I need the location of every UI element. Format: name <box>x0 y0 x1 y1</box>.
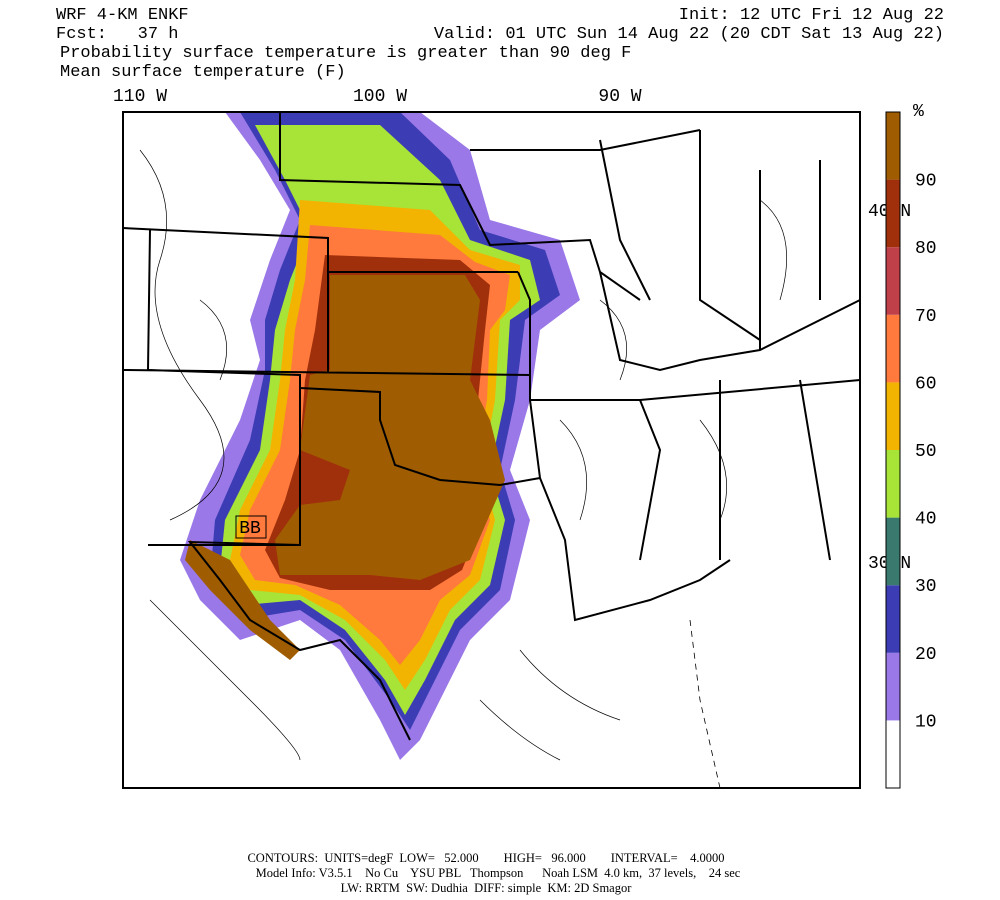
colorbar-label: 50 <box>915 442 937 462</box>
colorbar-segment <box>886 450 900 518</box>
longitude-label: 100 W <box>353 87 407 107</box>
colorbar-segment <box>886 652 900 721</box>
map-frame <box>122 111 861 789</box>
colorbar-label: 40 <box>915 510 937 530</box>
footer-model-info: Model Info: V3.5.1 No Cu YSU PBL Thompso… <box>256 866 741 880</box>
colorbar-label: 90 <box>915 172 937 192</box>
colorbar-label: 70 <box>915 307 937 327</box>
prob-90 <box>185 540 300 660</box>
colorbar-label: 60 <box>915 374 937 394</box>
colorbar: 10 20 30 40 50 60 70 80 90% <box>885 102 937 789</box>
fill-field: Probability surface temperature is great… <box>60 44 631 63</box>
colorbar-label: 20 <box>915 645 937 665</box>
longitude-label: 110 W <box>113 87 167 107</box>
colorbar-unit: % <box>913 102 924 122</box>
valid-time: Valid: 01 UTC Sun 14 Aug 22 (20 CDT Sat … <box>434 25 944 44</box>
colorbar-segment <box>886 382 900 450</box>
model-title: WRF 4-KM ENKF <box>56 6 189 25</box>
map: BB <box>122 111 861 789</box>
colorbar-segment <box>886 112 900 180</box>
station-label: BB <box>239 519 261 539</box>
station-box <box>235 515 267 539</box>
colorbar-label: 10 <box>915 712 937 732</box>
colorbar-segment <box>886 247 900 315</box>
colorbar-segment <box>886 720 900 788</box>
colorbar-frame <box>885 111 901 789</box>
forecast-hour: Fcst: 37 h <box>56 25 178 44</box>
colorbar-label: 30 <box>915 577 937 597</box>
colorbar-segment <box>886 585 900 653</box>
init-time: Init: 12 UTC Fri 12 Aug 22 <box>679 6 944 25</box>
footer-contours: CONTOURS: UNITS=degF LOW= 52.000 HIGH= 9… <box>247 851 724 865</box>
contour-field: Mean surface temperature (F) <box>60 63 346 82</box>
prob-90 <box>275 275 505 580</box>
colorbar-segment <box>886 314 900 383</box>
colorbar-segment <box>886 517 900 586</box>
footer-physics: LW: RRTM SW: Dudhia DIFF: simple KM: 2D … <box>341 881 633 895</box>
colorbar-segment <box>886 179 900 248</box>
longitude-label: 90 W <box>598 87 641 107</box>
colorbar-label: 80 <box>915 239 937 259</box>
